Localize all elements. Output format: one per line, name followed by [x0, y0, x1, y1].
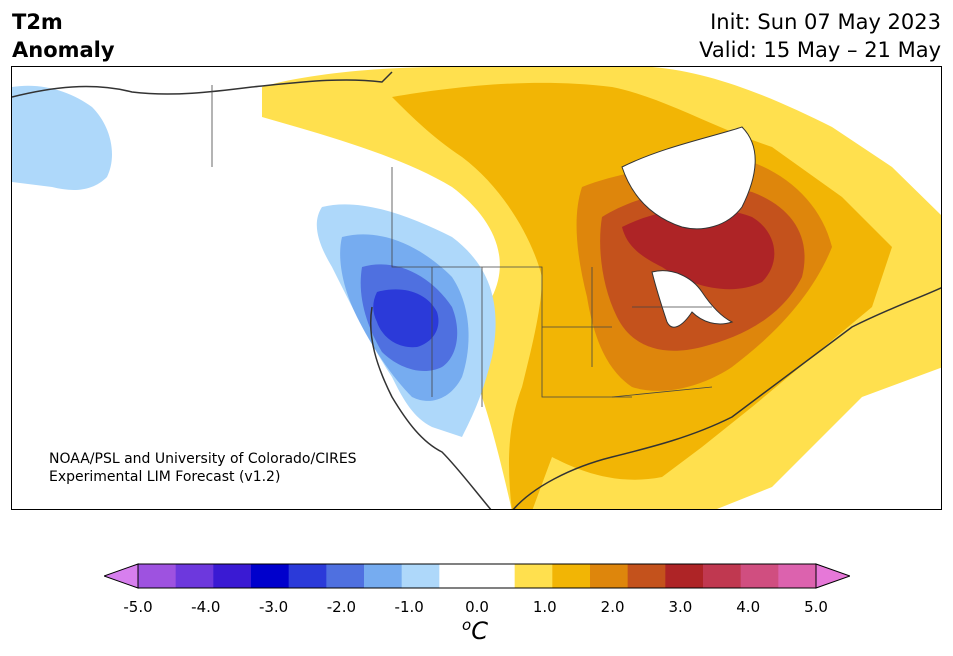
colorbar-tick-label: 5.0 — [804, 598, 828, 616]
colorbar-cell — [326, 564, 365, 588]
colorbar-max-arrow — [815, 563, 850, 589]
date-info: Init: Sun 07 May 2023 Valid: 15 May – 21… — [699, 8, 941, 64]
colorbar-cell — [552, 564, 591, 588]
colorbar-tick-label: 3.0 — [668, 598, 693, 616]
colorbar-tick-label: -5.0 — [123, 598, 153, 616]
anomaly-map: NOAA/PSL and University of Colorado/CIRE… — [11, 66, 942, 510]
colorbar-cell — [175, 564, 214, 588]
cool-anomaly-region-alaska — [12, 85, 112, 190]
colorbar-cell — [703, 564, 742, 588]
colorbar-cell — [740, 564, 779, 588]
colorbar-tick-label: -1.0 — [394, 598, 424, 616]
colorbar-cell — [590, 564, 629, 588]
colorbar-tick-label: 2.0 — [600, 598, 625, 616]
colorbar-cell — [514, 564, 553, 588]
cool-anomaly-region-4 — [373, 289, 439, 348]
colorbar-cell — [213, 564, 252, 588]
credit-line-2: Experimental LIM Forecast (v1.2) — [49, 469, 281, 485]
map-title: T2m Anomaly — [12, 8, 115, 64]
warm-anomaly-region-5 — [622, 208, 775, 290]
great-lakes — [651, 270, 734, 328]
colorbar — [104, 563, 850, 589]
colorbar-tick-label: -2.0 — [326, 598, 357, 616]
colorbar-cell — [477, 564, 516, 588]
hudson-bay — [621, 126, 756, 230]
degree-superscript: o — [462, 616, 472, 634]
anomaly-title: Anomaly — [12, 38, 115, 62]
colorbar-cells — [137, 563, 817, 589]
colorbar-tick-label: -4.0 — [191, 598, 221, 616]
valid-dates: Valid: 15 May – 21 May — [699, 38, 941, 62]
colorbar-tick-label: -3.0 — [258, 598, 289, 616]
political-borders — [211, 85, 713, 407]
colorbar-cell — [665, 564, 704, 588]
credit-text: NOAA/PSL and University of Colorado/CIRE… — [49, 450, 357, 486]
credit-line-1: NOAA/PSL and University of Colorado/CIRE… — [49, 451, 357, 467]
colorbar-cell — [251, 564, 290, 588]
map-canvas — [12, 67, 941, 509]
colorbar-cell — [138, 564, 177, 588]
colorbar-cell — [288, 564, 327, 588]
colorbar-tick-label: 1.0 — [532, 598, 557, 616]
colorbar-tick-label: 4.0 — [736, 598, 761, 616]
init-date: Init: Sun 07 May 2023 — [710, 10, 941, 34]
colorbar-cell — [778, 564, 817, 588]
colorbar-cell — [401, 564, 440, 588]
unit-letter: C — [471, 617, 488, 645]
colorbar-min-arrow — [104, 563, 139, 589]
colorbar-unit: oC — [462, 616, 488, 645]
colorbar-cell — [627, 564, 666, 588]
coastline — [12, 71, 941, 509]
colorbar-cell — [364, 564, 403, 588]
colorbar-cell — [439, 564, 478, 588]
colorbar-tick-label: 0.0 — [465, 598, 489, 616]
variable-title: T2m — [12, 10, 63, 34]
